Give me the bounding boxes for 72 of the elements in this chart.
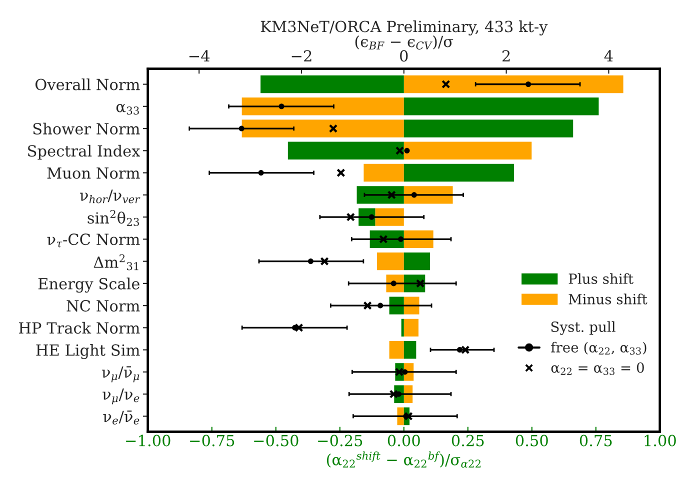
bar <box>404 120 574 138</box>
bar <box>364 164 404 182</box>
y-tick-label: ν$_{μ}$/ν̄$_{μ}$ <box>102 366 140 382</box>
point <box>404 148 410 154</box>
x-axis-title: (α$_{22}$$^{shift}$ − α$_{22}$$^{bf}$)/σ$_{α22}$ <box>326 451 481 468</box>
point <box>336 168 346 178</box>
x-tick-label: −1.00 <box>126 434 170 446</box>
point <box>394 368 404 376</box>
legend-label: α$_{22}$ = α$_{33}$ = 0 <box>551 362 644 375</box>
x-tick-label: −0.50 <box>254 434 298 446</box>
bar <box>389 340 404 359</box>
y-tick-label: Overall Norm <box>35 78 140 90</box>
point <box>416 279 425 288</box>
x2-axis-title: (ϵ$_{BF}$ − ϵ$_{CV}$)/σ <box>355 35 454 50</box>
y-tick-label: Δm$^{2}$$_{31}$ <box>94 254 138 270</box>
y-tick-label: α$_{33}$ <box>116 104 139 115</box>
bar <box>242 98 404 116</box>
bar <box>288 142 404 160</box>
y-tick-label: ν$_{hor}$/ν$_{ver}$ <box>80 190 140 204</box>
y-tick-label: NC Norm <box>66 300 140 312</box>
x2-tick-label: −2 <box>292 50 312 62</box>
legend-label: Minus shift <box>568 294 648 304</box>
point <box>404 412 413 421</box>
x-tick-label: −0.25 <box>318 434 362 446</box>
legend-title: Syst. pull <box>551 321 616 335</box>
y-tick-label: ν$_{τ}$-CC Norm <box>47 234 140 248</box>
bar <box>404 385 413 403</box>
point <box>389 390 398 398</box>
y-tick-label: sin$^{2}$θ$_{23}$ <box>88 210 139 226</box>
bar <box>404 318 418 337</box>
x-tick-label: 0.50 <box>516 434 548 446</box>
bar <box>401 318 404 337</box>
point <box>387 190 396 200</box>
bar <box>404 252 430 270</box>
bar <box>404 164 514 182</box>
point <box>320 256 329 266</box>
point <box>395 146 404 156</box>
x2-tick-label: −4 <box>189 50 210 62</box>
bar <box>397 407 404 426</box>
y-tick-label: Spectral Index <box>28 144 140 160</box>
y-tick-label: ν$_{μ}$/ν$_{e}$ <box>102 388 140 404</box>
y-tick-label: ν$_{e}$/ν̄$_{e}$ <box>103 410 140 424</box>
y-tick-label: HE Light Sim <box>36 344 140 360</box>
x-tick-label: 1.00 <box>644 434 676 446</box>
point <box>442 80 450 89</box>
legend-label: free (α$_{22}$, α$_{33}$) <box>551 342 646 355</box>
x2-tick-label: 0 <box>400 50 408 62</box>
bar <box>377 252 404 270</box>
y-tick-label: HP Track Norm <box>18 322 140 334</box>
point <box>346 212 356 222</box>
x2-tick-label: 2 <box>502 50 510 62</box>
legend-label: Plus shift <box>568 273 634 284</box>
chart-title: KM3NeT/ORCA Preliminary, 433 kt-y <box>260 20 548 36</box>
point <box>363 301 372 310</box>
x-tick-label: 0.75 <box>580 434 612 446</box>
bar <box>404 230 434 248</box>
bar <box>404 340 416 359</box>
bar <box>404 75 624 94</box>
point <box>328 124 338 133</box>
x2-tick-label: 4 <box>604 50 613 62</box>
bar <box>404 98 599 116</box>
y-tick-label: Muon Norm <box>47 167 140 179</box>
x-tick-label: 0.00 <box>388 434 420 446</box>
bar <box>260 75 404 94</box>
y-tick-label: Energy Scale <box>38 278 140 293</box>
x-tick-label: 0.25 <box>452 434 484 446</box>
x-tick-label: −0.75 <box>190 434 234 446</box>
point <box>460 345 470 354</box>
y-tick-label: Shower Norm <box>33 122 140 135</box>
bar <box>242 120 404 138</box>
point <box>294 323 304 332</box>
bar <box>404 142 532 160</box>
